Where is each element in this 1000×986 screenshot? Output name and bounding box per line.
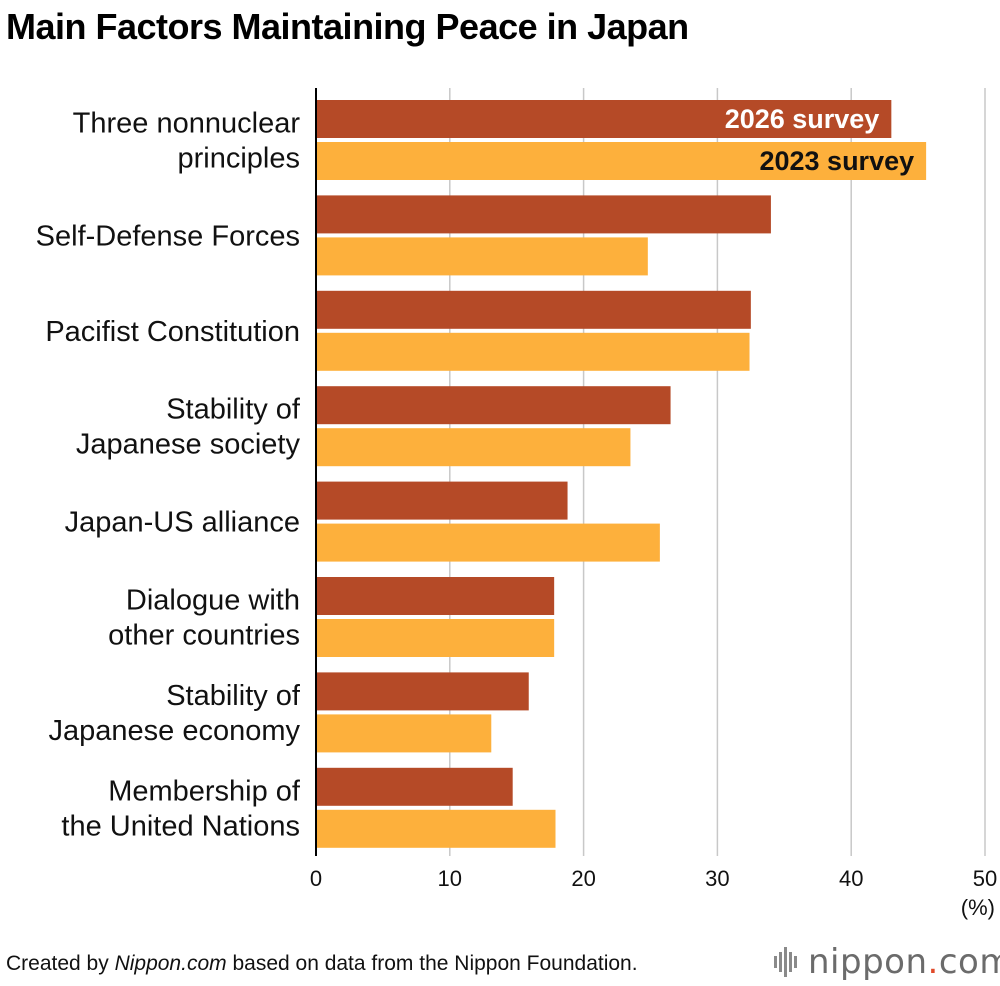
bar-2026-survey [316, 577, 555, 615]
bar-2023-survey [316, 619, 555, 657]
bar-2026-survey [316, 195, 771, 234]
nippon-logo: nippon.com [774, 942, 1000, 982]
legend-label: 2023 survey [759, 146, 914, 176]
category-label: Self-Defense Forces [36, 220, 300, 252]
bar-2023-survey [316, 142, 927, 180]
logo-name: nippon [808, 942, 928, 982]
x-tick-label: 30 [705, 866, 729, 891]
category-label: other countries [108, 620, 300, 652]
bar-2026-survey [316, 100, 892, 138]
bar-2023-survey [316, 714, 492, 753]
category-label: Stability of [166, 394, 301, 426]
bar-chart: 2026 survey 2023 survey Three nonnuclearp… [36, 88, 997, 920]
category-label: the United Nations [61, 810, 300, 842]
source-suffix: based on data from the Nippon Foundation… [226, 952, 638, 975]
bar-2026-survey [316, 672, 529, 711]
bar-2023-survey [316, 523, 660, 562]
bar-2026-survey [316, 481, 568, 520]
logo-tld: com [938, 942, 1000, 982]
bar-2023-survey [316, 809, 556, 848]
chart-title: Main Factors Maintaining Peace in Japan [6, 6, 689, 47]
logo-dot: . [927, 942, 939, 982]
category-label: Three nonnuclear [73, 108, 301, 140]
category-label: Japanese economy [49, 715, 301, 747]
bar-2023-survey [316, 237, 648, 276]
category-label: Japanese society [76, 429, 301, 461]
bar-2026-survey [316, 290, 751, 329]
bars: 2026 survey 2023 survey [316, 100, 927, 848]
bar-2023-survey [316, 332, 750, 371]
category-label: principles [178, 143, 301, 175]
x-tick-label: 10 [438, 866, 462, 891]
legend-label: 2026 survey [725, 104, 880, 134]
source-site: Nippon.com [114, 952, 227, 975]
bar-2023-survey [316, 428, 631, 467]
logo-text: nippon.com [808, 942, 1000, 982]
category-label: Japan-US alliance [65, 507, 300, 539]
category-label: Stability of [166, 680, 301, 712]
x-tick-label: 0 [310, 866, 322, 891]
x-unit-label: (%) [961, 895, 995, 920]
x-tick-label: 50 [973, 866, 997, 891]
bar-2026-survey [316, 386, 671, 425]
bar-2026-survey [316, 767, 513, 806]
category-label: Pacifist Constitution [45, 316, 300, 348]
x-axis-ticks: 0 10 20 30 40 50 (%) [310, 88, 997, 920]
category-label: Dialogue with [126, 585, 300, 617]
logo-bars-icon [774, 947, 797, 977]
x-tick-label: 40 [839, 866, 863, 891]
source-note: Created by Nippon.com based on data from… [6, 952, 638, 976]
source-prefix: Created by [6, 952, 115, 975]
x-tick-label: 20 [571, 866, 595, 891]
category-label: Membership of [108, 775, 301, 807]
